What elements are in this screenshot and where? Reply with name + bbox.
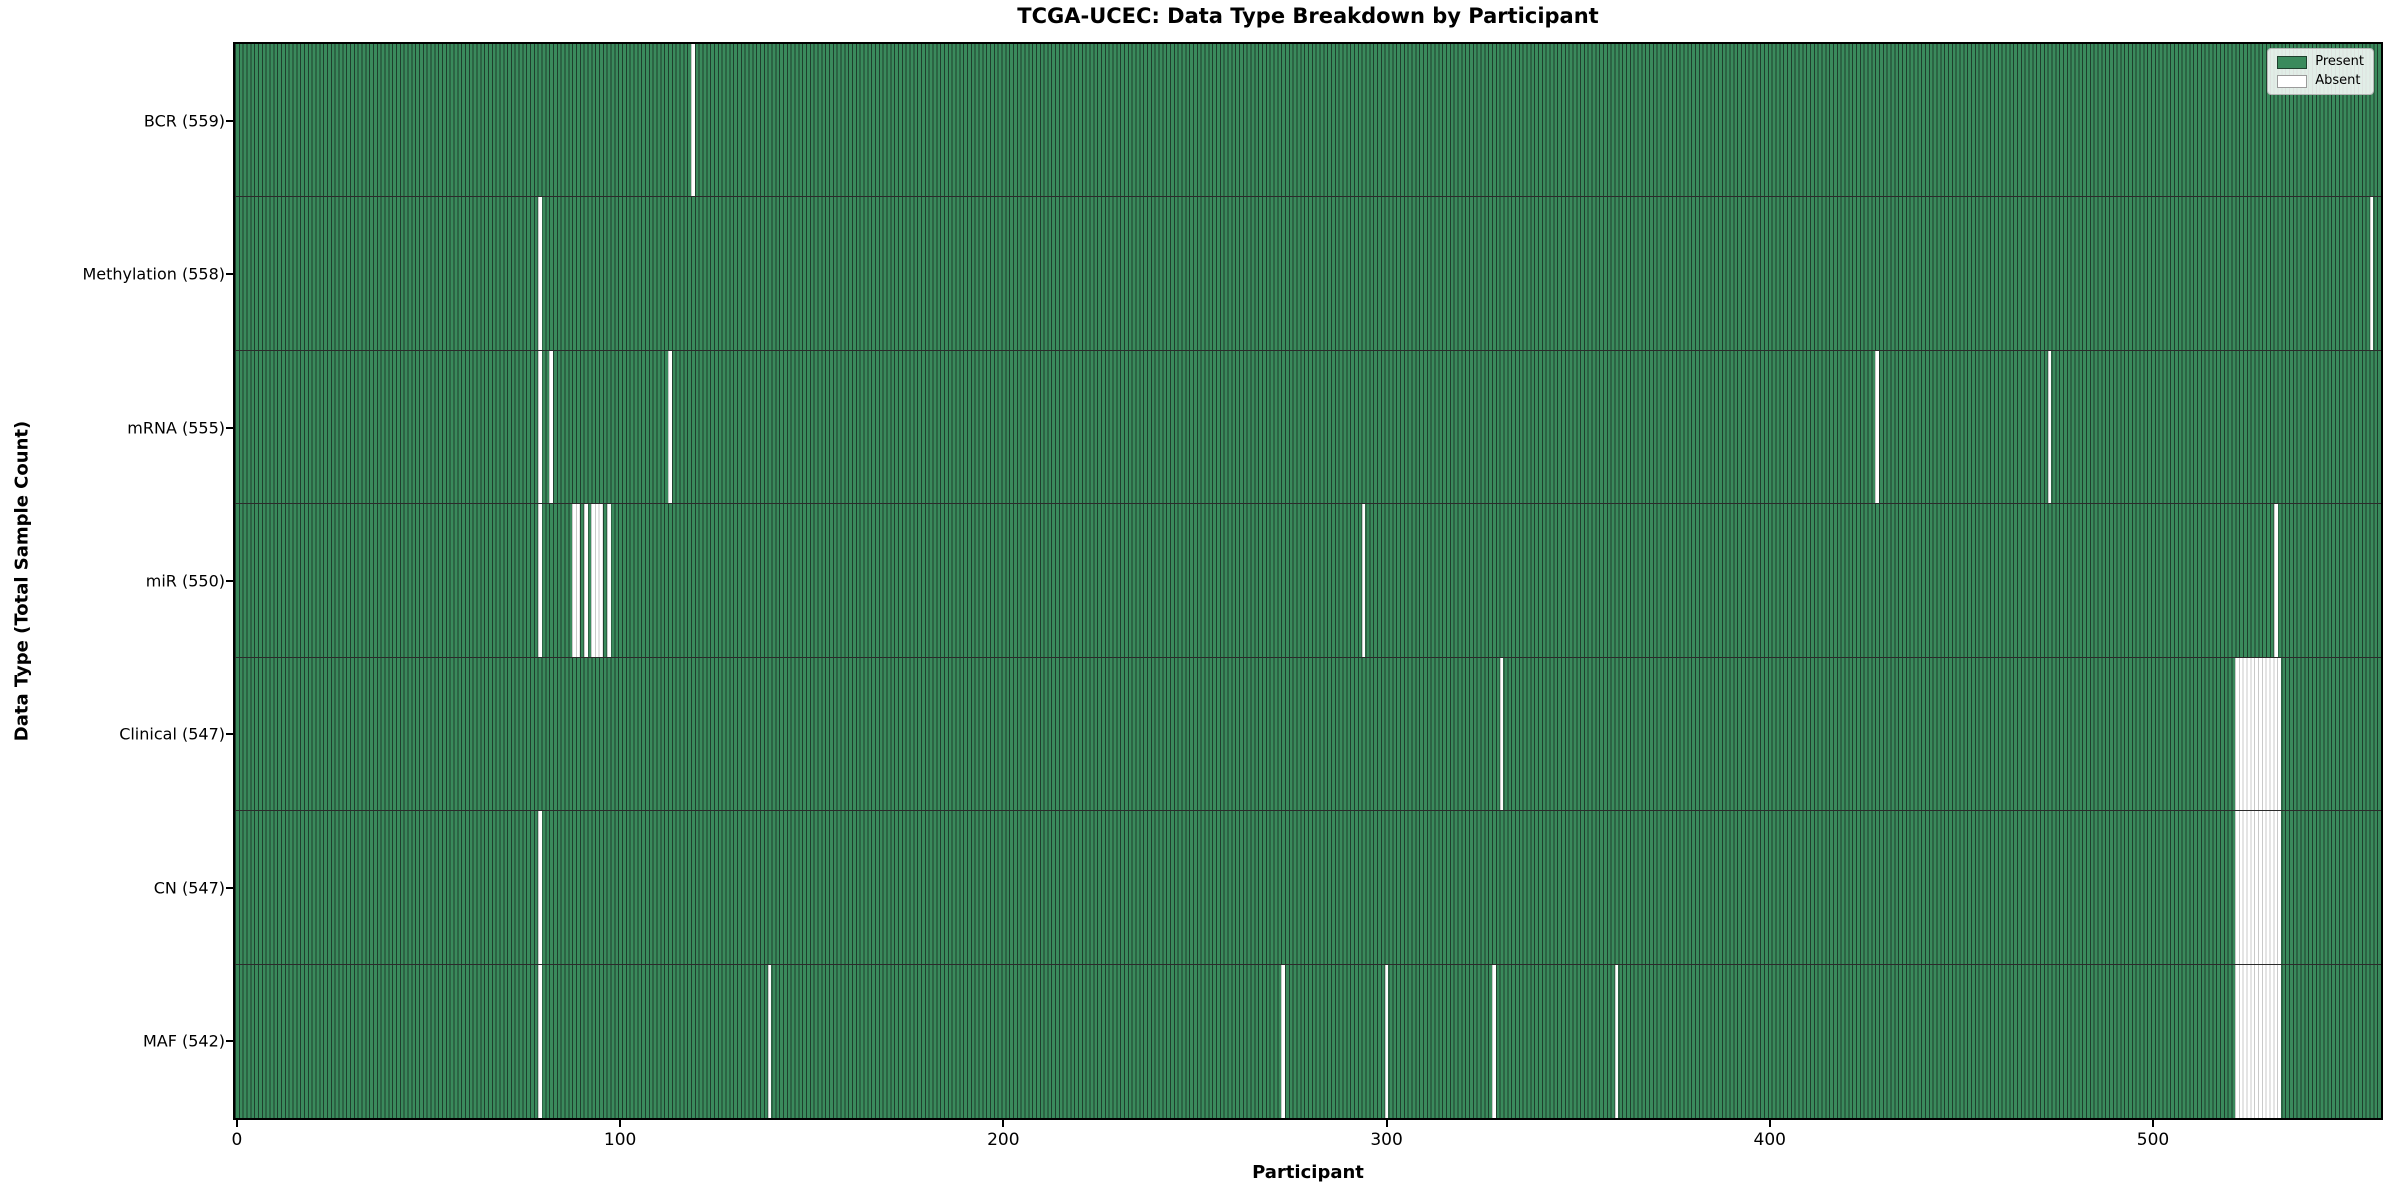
x-axis-label: Participant xyxy=(1252,1162,1364,1183)
absent-segment xyxy=(2047,350,2052,504)
x-tick-mark xyxy=(235,1120,238,1127)
absent-segment xyxy=(2235,811,2282,964)
data-row-MAF xyxy=(235,964,2381,1118)
data-row-BCR xyxy=(235,44,2381,198)
absent-segment xyxy=(2369,197,2374,350)
absent-segment xyxy=(2273,504,2278,657)
y-tick-label: Clinical (547) xyxy=(119,724,225,744)
x-tick-mark xyxy=(1768,1120,1771,1127)
absent-segment xyxy=(2235,964,2282,1118)
absent-segment xyxy=(1361,504,1366,657)
absent-segment xyxy=(1384,964,1389,1118)
y-axis-label: Data Type (Total Sample Count) xyxy=(11,420,33,742)
x-tick-mark xyxy=(619,1120,622,1127)
absent-segment xyxy=(1875,350,1879,504)
y-tick-label: MAF (542) xyxy=(142,1031,225,1051)
absent-segment xyxy=(572,504,580,657)
x-tick-label: 0 xyxy=(231,1130,243,1150)
data-row-Methylation xyxy=(235,197,2381,351)
absent-segment xyxy=(537,504,542,657)
chart-title: TCGA-UCEC: Data Type Breakdown by Partic… xyxy=(1017,4,1599,28)
x-tick-mark xyxy=(2151,1120,2154,1127)
data-row-mRNA xyxy=(235,350,2381,505)
x-tick-label: 300 xyxy=(1370,1130,1403,1150)
y-tick-mark xyxy=(226,426,233,429)
x-tick-label: 500 xyxy=(2136,1130,2170,1150)
data-row-Clinical xyxy=(235,657,2381,812)
absent-segment xyxy=(537,197,542,350)
y-tick-mark xyxy=(226,1040,233,1043)
legend-entry-present: Present xyxy=(2277,55,2364,69)
legend-entry-absent: Absent xyxy=(2277,74,2364,88)
legend: Present Absent xyxy=(2267,48,2374,95)
absent-segment xyxy=(691,44,695,197)
x-tick-mark xyxy=(1002,1120,1005,1127)
data-row-miR xyxy=(235,504,2381,658)
y-tick-label: mRNA (555) xyxy=(127,418,225,438)
data-row-CN xyxy=(235,811,2381,965)
absent-segment xyxy=(537,964,542,1118)
y-tick-label: CN (547) xyxy=(153,878,225,898)
absent-segment xyxy=(1614,964,1619,1118)
x-tick-mark xyxy=(1385,1120,1388,1127)
absent-segment xyxy=(1491,964,1496,1118)
absent-segment xyxy=(549,350,554,504)
y-tick-label: Methylation (558) xyxy=(82,264,225,284)
legend-label-present: Present xyxy=(2315,54,2364,69)
legend-label-absent: Absent xyxy=(2315,73,2361,88)
x-tick-label: 200 xyxy=(987,1130,1020,1150)
y-tick-mark xyxy=(226,580,233,582)
absent-segment xyxy=(2235,657,2282,811)
plot-area: Present Absent xyxy=(233,42,2383,1120)
absent-segment xyxy=(537,350,542,504)
x-tick-label: 400 xyxy=(1753,1130,1786,1150)
absent-segment xyxy=(1281,964,1285,1118)
y-tick-mark xyxy=(226,273,233,276)
absent-segment xyxy=(1499,657,1504,811)
present-swatch xyxy=(2277,55,2308,69)
absent-segment xyxy=(583,504,588,657)
y-tick-mark xyxy=(226,119,233,122)
absent-segment xyxy=(668,350,672,504)
x-tick-label: 100 xyxy=(603,1130,637,1150)
absent-swatch xyxy=(2277,74,2308,88)
y-tick-mark xyxy=(226,733,233,736)
absent-segment xyxy=(767,964,772,1118)
absent-segment xyxy=(591,504,603,657)
y-tick-label: miR (550) xyxy=(145,571,225,591)
y-tick-mark xyxy=(226,886,233,889)
absent-segment xyxy=(606,504,611,657)
absent-segment xyxy=(537,811,542,964)
y-tick-label: BCR (559) xyxy=(143,111,225,131)
